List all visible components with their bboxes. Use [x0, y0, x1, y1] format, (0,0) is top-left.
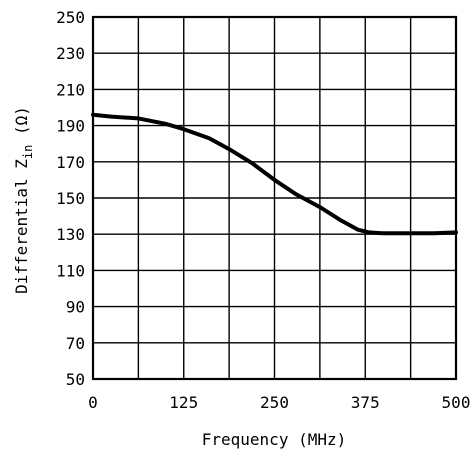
- y-tick-label: 230: [56, 44, 85, 63]
- x-tick-label: 125: [169, 393, 198, 412]
- y-tick-label: 210: [56, 80, 85, 99]
- x-axis-title: Frequency (MHz): [202, 430, 347, 449]
- y-tick-label: 90: [66, 298, 85, 317]
- x-tick-label: 250: [260, 393, 289, 412]
- x-tick-label: 500: [442, 393, 471, 412]
- plot-frame: [91, 15, 458, 381]
- y-tick-label: 110: [56, 261, 85, 280]
- y-tick-labels: 50 70 90 110 130 150 170 190 210 230 250: [56, 8, 85, 389]
- x-tick-label: 375: [351, 393, 380, 412]
- y-tick-label: 250: [56, 8, 85, 27]
- series-line-0: [91, 112, 458, 236]
- x-tick-label: 0: [88, 393, 98, 412]
- y-tick-label: 150: [56, 189, 85, 208]
- y-tick-label: 70: [66, 334, 85, 353]
- y-tick-label: 50: [66, 370, 85, 389]
- y-axis-title-subscript: in: [21, 145, 35, 159]
- y-tick-label: 190: [56, 117, 85, 136]
- x-tick-labels: 0 125 250 375 500: [88, 393, 470, 412]
- y-tick-label: 130: [56, 225, 85, 244]
- y-tick-label: 170: [56, 153, 85, 172]
- y-axis-title-main: Differential Z: [12, 159, 31, 294]
- y-axis-title: Differential Zin (Ω): [12, 106, 35, 294]
- y-axis-title-unit: (Ω): [12, 106, 31, 145]
- grid: [91, 15, 458, 381]
- series-layer: [91, 112, 458, 236]
